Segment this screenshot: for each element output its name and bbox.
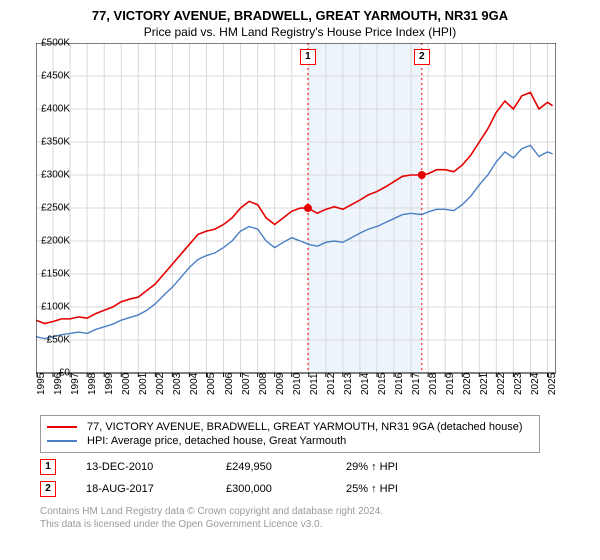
sale-number-badge: 2 xyxy=(40,481,56,497)
sale-marker-label: 2 xyxy=(414,49,430,65)
sale-delta: 29% ↑ HPI xyxy=(346,461,398,473)
sale-price: £249,950 xyxy=(226,461,316,473)
x-tick-label: 2018 xyxy=(428,373,439,395)
sale-row: 1 13-DEC-2010 £249,950 29% ↑ HPI xyxy=(40,459,600,475)
legend-box: 77, VICTORY AVENUE, BRADWELL, GREAT YARM… xyxy=(40,415,540,453)
legend-swatch xyxy=(47,426,77,428)
sale-row: 2 18-AUG-2017 £300,000 25% ↑ HPI xyxy=(40,481,600,497)
x-tick-label: 1997 xyxy=(70,373,81,395)
footer-line: Contains HM Land Registry data © Crown c… xyxy=(40,506,383,517)
x-tick-label: 1995 xyxy=(36,373,47,395)
footer-line: This data is licensed under the Open Gov… xyxy=(40,519,322,530)
x-tick-label: 2011 xyxy=(309,373,320,395)
chart-title: 77, VICTORY AVENUE, BRADWELL, GREAT YARM… xyxy=(0,0,600,23)
x-tick-label: 2001 xyxy=(138,373,149,395)
sale-marker-label: 1 xyxy=(300,49,316,65)
x-tick-label: 2015 xyxy=(377,373,388,395)
y-tick-label: £150K xyxy=(41,269,70,280)
x-tick-label: 1998 xyxy=(87,373,98,395)
chart-svg xyxy=(36,43,556,407)
x-tick-label: 2002 xyxy=(155,373,166,395)
sales-table: 1 13-DEC-2010 £249,950 29% ↑ HPI 2 18-AUG-201… xyxy=(0,459,600,497)
chart-subtitle: Price paid vs. HM Land Registry's House … xyxy=(0,23,600,43)
x-tick-label: 2013 xyxy=(343,373,354,395)
y-tick-label: £500K xyxy=(41,38,70,49)
x-tick-label: 2010 xyxy=(292,373,303,395)
x-tick-label: 2014 xyxy=(360,373,371,395)
chart-container: 77, VICTORY AVENUE, BRADWELL, GREAT YARM… xyxy=(0,0,600,531)
y-tick-label: £100K xyxy=(41,302,70,313)
legend-row: 77, VICTORY AVENUE, BRADWELL, GREAT YARM… xyxy=(47,420,533,434)
footer-text: Contains HM Land Registry data © Crown c… xyxy=(40,505,600,531)
y-tick-label: £50K xyxy=(47,335,70,346)
x-tick-label: 2020 xyxy=(462,373,473,395)
x-tick-label: 2003 xyxy=(172,373,183,395)
x-tick-label: 2007 xyxy=(241,373,252,395)
x-tick-label: 2006 xyxy=(224,373,235,395)
legend-label: 77, VICTORY AVENUE, BRADWELL, GREAT YARM… xyxy=(87,421,522,433)
sale-delta: 25% ↑ HPI xyxy=(346,483,398,495)
x-tick-label: 2005 xyxy=(206,373,217,395)
x-tick-label: 2012 xyxy=(326,373,337,395)
legend-label: HPI: Average price, detached house, Grea… xyxy=(87,435,346,447)
x-tick-label: 2004 xyxy=(189,373,200,395)
sale-date: 13-DEC-2010 xyxy=(86,461,196,473)
x-tick-label: 1999 xyxy=(104,373,115,395)
y-tick-label: £450K xyxy=(41,71,70,82)
x-tick-label: 2022 xyxy=(496,373,507,395)
sale-price: £300,000 xyxy=(226,483,316,495)
legend-swatch xyxy=(47,440,77,442)
y-tick-label: £400K xyxy=(41,104,70,115)
x-tick-label: 2024 xyxy=(530,373,541,395)
x-tick-label: 2016 xyxy=(394,373,405,395)
x-tick-label: 2021 xyxy=(479,373,490,395)
y-tick-label: £350K xyxy=(41,137,70,148)
chart-area: £0£50K£100K£150K£200K£250K£300K£350K£400… xyxy=(36,43,596,407)
x-tick-label: 2019 xyxy=(445,373,456,395)
x-tick-label: 2025 xyxy=(547,373,558,395)
sale-number-badge: 1 xyxy=(40,459,56,475)
y-tick-label: £300K xyxy=(41,170,70,181)
x-tick-label: 2000 xyxy=(121,373,132,395)
x-tick-label: 2009 xyxy=(275,373,286,395)
x-tick-label: 1996 xyxy=(53,373,64,395)
legend-row: HPI: Average price, detached house, Grea… xyxy=(47,434,533,448)
x-tick-label: 2008 xyxy=(258,373,269,395)
sale-date: 18-AUG-2017 xyxy=(86,483,196,495)
y-tick-label: £200K xyxy=(41,236,70,247)
y-tick-label: £250K xyxy=(41,203,70,214)
x-tick-label: 2017 xyxy=(411,373,422,395)
x-tick-label: 2023 xyxy=(513,373,524,395)
